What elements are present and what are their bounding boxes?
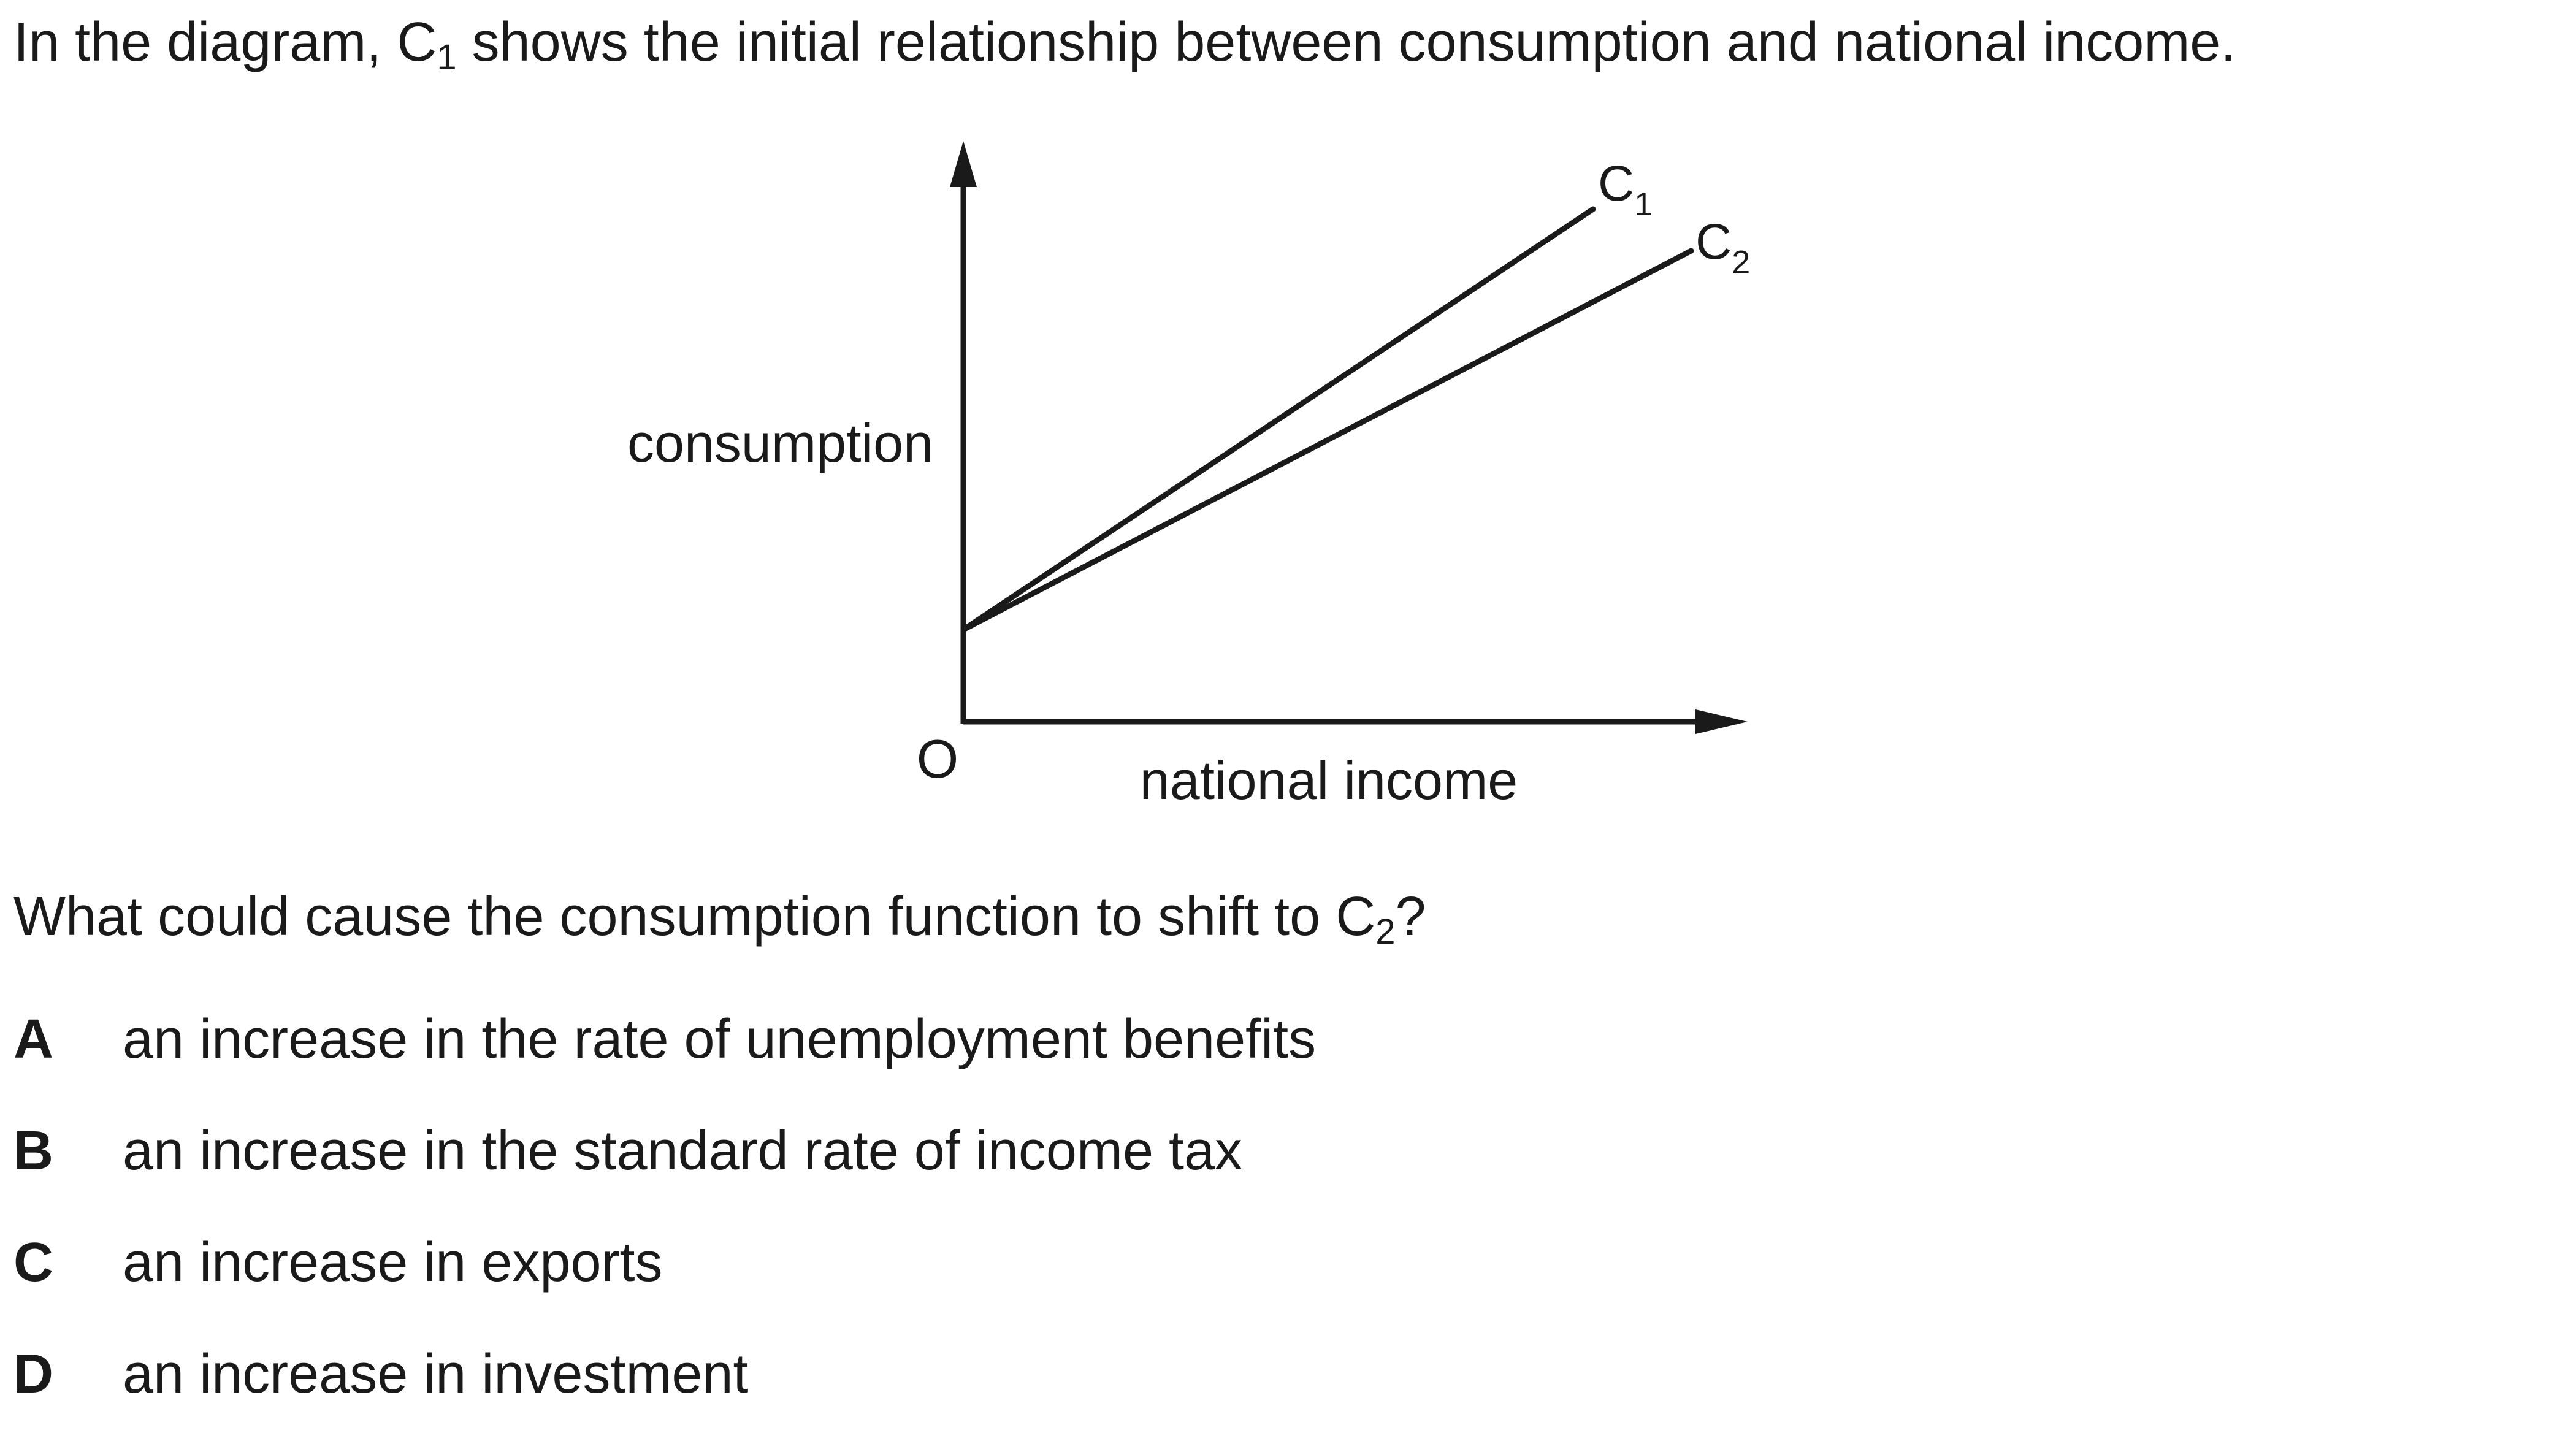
intro-text: In the diagram, C1 shows the initial rel… — [13, 9, 2236, 76]
curve-c2-label: C2 — [1695, 214, 1750, 281]
curve-c2-line — [960, 248, 1694, 633]
intro-subscript: 1 — [437, 37, 457, 77]
consumption-function-diagram: C1 C2 consumption national income O — [627, 141, 1750, 811]
y-axis — [950, 141, 977, 724]
option-text: an increase in the standard rate of inco… — [123, 1120, 1243, 1182]
x-axis-arrowhead — [1695, 709, 1748, 734]
option-letter: C — [13, 1232, 53, 1293]
prompt-text-before: What could cause the consumption functio… — [13, 886, 1376, 947]
option-letter: A — [13, 1009, 53, 1070]
intro-text-before: In the diagram, C — [13, 12, 437, 73]
option-text: an increase in investment — [123, 1343, 749, 1405]
intro-text-after: shows the initial relationship between c… — [456, 12, 2236, 73]
question-prompt: What could cause the consumption functio… — [13, 883, 1426, 950]
option-text: an increase in exports — [123, 1232, 663, 1293]
curve-c1-label: C1 — [1598, 156, 1653, 223]
option-letter: B — [13, 1120, 53, 1182]
prompt-text-after: ? — [1395, 886, 1426, 947]
x-axis-label: national income — [1140, 750, 1518, 811]
origin-label: O — [917, 728, 958, 789]
x-axis — [963, 709, 1748, 734]
option-letter: D — [13, 1343, 53, 1405]
curve-c1-line — [960, 206, 1596, 633]
y-axis-label: consumption — [627, 413, 933, 473]
y-axis-arrowhead — [950, 141, 977, 187]
prompt-subscript: 2 — [1375, 912, 1396, 952]
option-text: an increase in the rate of unemployment … — [123, 1009, 1317, 1070]
